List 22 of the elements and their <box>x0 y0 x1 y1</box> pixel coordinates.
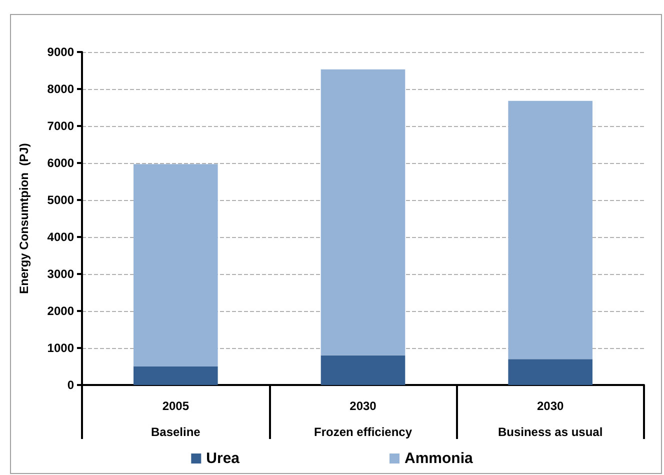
legend-label: Ammonia <box>404 450 474 467</box>
legend-label: Urea <box>206 450 240 467</box>
y-tick-label: 5000 <box>47 193 74 207</box>
bar <box>320 355 406 385</box>
bar <box>508 359 592 385</box>
bar <box>320 69 406 356</box>
y-tick-label: 2000 <box>47 304 74 318</box>
y-tick-label: 3000 <box>47 267 74 281</box>
y-tick-label: 9000 <box>47 45 74 59</box>
bar <box>134 164 218 366</box>
y-tick-label: 7000 <box>47 119 74 133</box>
y-tick-label: 0 <box>67 378 74 392</box>
y-tick-label: 1000 <box>47 341 74 355</box>
y-tick-label: 6000 <box>47 156 74 170</box>
bar <box>508 100 592 360</box>
x-tick-label: 2005 Baseline <box>150 399 201 439</box>
bar <box>134 366 218 385</box>
x-tick-label: 2030 Business as usual <box>498 399 603 439</box>
x-tick-label: 2030 Frozen efficiency <box>314 399 412 439</box>
y-tick-label: 8000 <box>47 82 74 96</box>
y-tick-label: 4000 <box>47 230 74 244</box>
y-axis-title: Energy Consumtpion (PJ) <box>17 143 31 294</box>
